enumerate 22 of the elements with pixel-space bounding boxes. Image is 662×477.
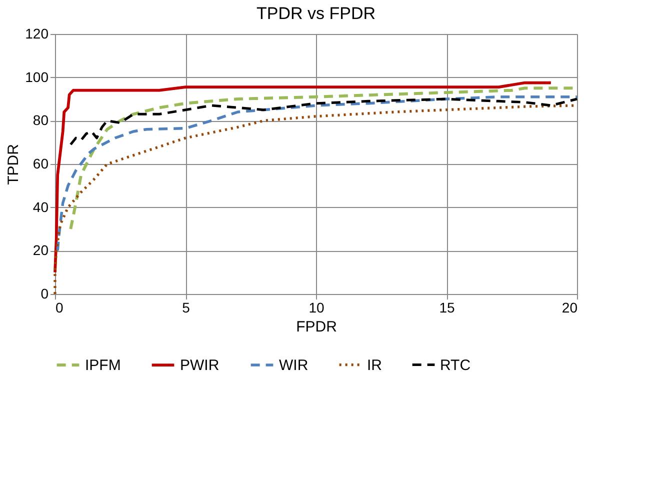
legend-label: PWIR: [180, 357, 220, 374]
x-tick-label: 5: [182, 300, 190, 316]
x-axis-title: FPDR: [296, 318, 338, 336]
x-tick-label: 0: [56, 300, 64, 316]
y-tick-label: 60: [32, 156, 49, 172]
y-tick-label: 80: [32, 112, 49, 128]
y-axis-title: TPDR: [5, 144, 22, 185]
x-tick-label: 10: [308, 300, 324, 316]
y-tick-label: 20: [32, 242, 49, 258]
x-tick-label: 20: [562, 300, 578, 316]
y-tick-label: 0: [40, 286, 49, 302]
line-series: [69, 98, 578, 146]
legend-label: WIR: [279, 357, 308, 374]
legend-label: IPFM: [85, 357, 121, 374]
legend-label: RTC: [440, 356, 471, 374]
y-tick-label: 40: [32, 198, 49, 215]
legend-label: IR: [367, 356, 382, 374]
x-tick-label: 15: [439, 300, 455, 316]
line-series: [54, 81, 552, 274]
chart-title: TPDR vs FPDR: [256, 4, 376, 23]
y-tick-label: 120: [25, 26, 49, 42]
y-tick-label: 100: [25, 68, 49, 85]
